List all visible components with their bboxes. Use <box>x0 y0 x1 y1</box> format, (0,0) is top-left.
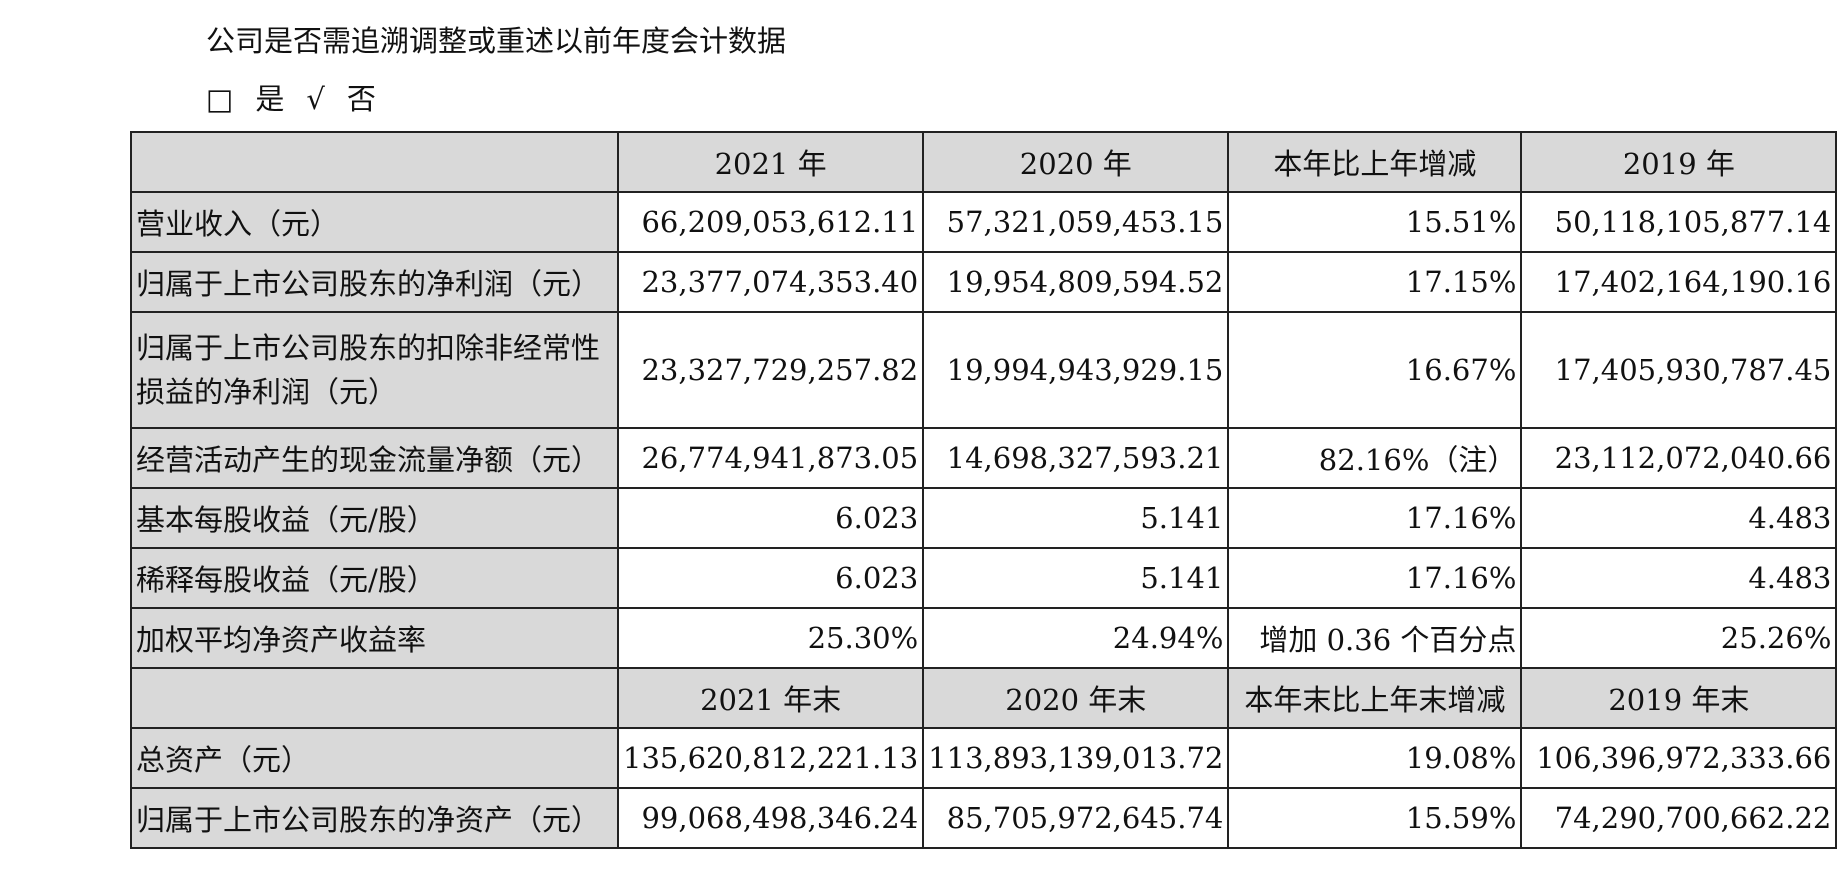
option-box: □ <box>206 82 234 116</box>
cell: 6.023 <box>616 547 925 609</box>
header-cell <box>130 667 619 729</box>
cell: 17.16% <box>1227 547 1523 609</box>
cell: 23,377,074,353.40 <box>616 251 925 313</box>
cell: 25.30% <box>616 607 925 669</box>
option-label: 否 <box>346 82 376 116</box>
cell: 99,068,498,346.24 <box>616 787 925 849</box>
row-label: 经营活动产生的现金流量净额（元） <box>130 427 619 489</box>
cell: 17,405,930,787.45 <box>1520 311 1838 429</box>
header-cell <box>130 131 619 193</box>
cell: 增加 0.36 个百分点 <box>1227 607 1523 669</box>
header-cell: 2021 年 <box>616 131 925 193</box>
cell: 19,954,809,594.52 <box>922 251 1230 313</box>
row: 营业收入（元） 66,209,053,612.11 57,321,059,453.1… <box>130 191 1838 253</box>
row: 归属于上市公司股东的净资产（元） 99,068,498,346.24 85,705,… <box>130 787 1838 849</box>
row: 加权平均净资产收益率 25.30% 24.94% 增加 0.36 个百分点 25.26% <box>130 607 1838 669</box>
title: 公司是否需追溯调整或重述以前年度会计数据 <box>206 24 787 58</box>
row-label: 归属于上市公司股东的扣除非经常性损益的净利润（元） <box>130 311 619 429</box>
cell: 16.67% <box>1227 311 1523 429</box>
cell: 15.59% <box>1227 787 1523 849</box>
header-row: 2021 年 2020 年本年比上年增减 2019 年 <box>130 131 1838 193</box>
cell: 17.15% <box>1227 251 1523 313</box>
cell: 15.51% <box>1227 191 1523 253</box>
option-box: √ <box>306 82 325 116</box>
cell: 66,209,053,612.11 <box>616 191 925 253</box>
row: 归属于上市公司股东的扣除非经常性损益的净利润（元） 23,327,729,257.… <box>130 311 1838 429</box>
options: □ 是 √ 否 <box>206 76 398 118</box>
cell: 19.08% <box>1227 727 1523 789</box>
cell: 113,893,139,013.72 <box>922 727 1230 789</box>
row-label: 加权平均净资产收益率 <box>130 607 619 669</box>
row: 稀释每股收益（元/股） 6.023 5.141 17.16% 4.483 <box>130 547 1838 609</box>
cell: 14,698,327,593.21 <box>922 427 1230 489</box>
row: 归属于上市公司股东的净利润（元） 23,377,074,353.40 19,954,… <box>130 251 1838 313</box>
cell: 17.16% <box>1227 487 1523 549</box>
row: 经营活动产生的现金流量净额（元） 26,774,941,873.05 14,698,… <box>130 427 1838 489</box>
header-cell: 2019 年 <box>1520 131 1838 193</box>
header-row: 2021 年末 2020 年末 本年末比上年末增减 2019 年末 <box>130 667 1838 729</box>
row-label: 基本每股收益（元/股） <box>130 487 619 549</box>
cell: 85,705,972,645.74 <box>922 787 1230 849</box>
cell: 5.141 <box>922 547 1230 609</box>
row-label: 归属于上市公司股东的净利润（元） <box>130 251 619 313</box>
header-cell: 2021 年末 <box>616 667 925 729</box>
cell: 135,620,812,221.13 <box>616 727 925 789</box>
cell: 4.483 <box>1520 547 1838 609</box>
header-cell: 本年末比上年末增减 <box>1227 667 1523 729</box>
header-cell: 2019 年末 <box>1520 667 1838 729</box>
row-label: 归属于上市公司股东的净资产（元） <box>130 787 619 849</box>
row: 基本每股收益（元/股） 6.023 5.141 17.16% 4.483 <box>130 487 1838 549</box>
header-cell: 本年比上年增减 <box>1227 131 1523 193</box>
header-cell: 2020 年 <box>922 131 1230 193</box>
cell: 23,327,729,257.82 <box>616 311 925 429</box>
cell: 24.94% <box>922 607 1230 669</box>
cell: 6.023 <box>616 487 925 549</box>
cell: 23,112,072,040.66 <box>1520 427 1838 489</box>
cell: 19,994,943,929.15 <box>922 311 1230 429</box>
header-cell: 2020 年末 <box>922 667 1230 729</box>
cell: 4.483 <box>1520 487 1838 549</box>
cell: 5.141 <box>922 487 1230 549</box>
data-table: 2021 年 2020 年本年比上年增减 2019 年营业收入（元） 66,209,0… <box>130 131 1838 849</box>
cell: 25.26% <box>1520 607 1838 669</box>
row-label: 营业收入（元） <box>130 191 619 253</box>
row-label: 总资产（元） <box>130 727 619 789</box>
cell: 50,118,105,877.14 <box>1520 191 1838 253</box>
row-label: 稀释每股收益（元/股） <box>130 547 619 609</box>
cell: 57,321,059,453.15 <box>922 191 1230 253</box>
cell: 17,402,164,190.16 <box>1520 251 1838 313</box>
option-label: 是 <box>255 82 285 116</box>
row: 总资产（元） 135,620,812,221.13 113,893,139,013.… <box>130 727 1838 789</box>
cell: 74,290,700,662.22 <box>1520 787 1838 849</box>
cell: 82.16%（注） <box>1227 427 1523 489</box>
cell: 106,396,972,333.66 <box>1520 727 1838 789</box>
cell: 26,774,941,873.05 <box>616 427 925 489</box>
